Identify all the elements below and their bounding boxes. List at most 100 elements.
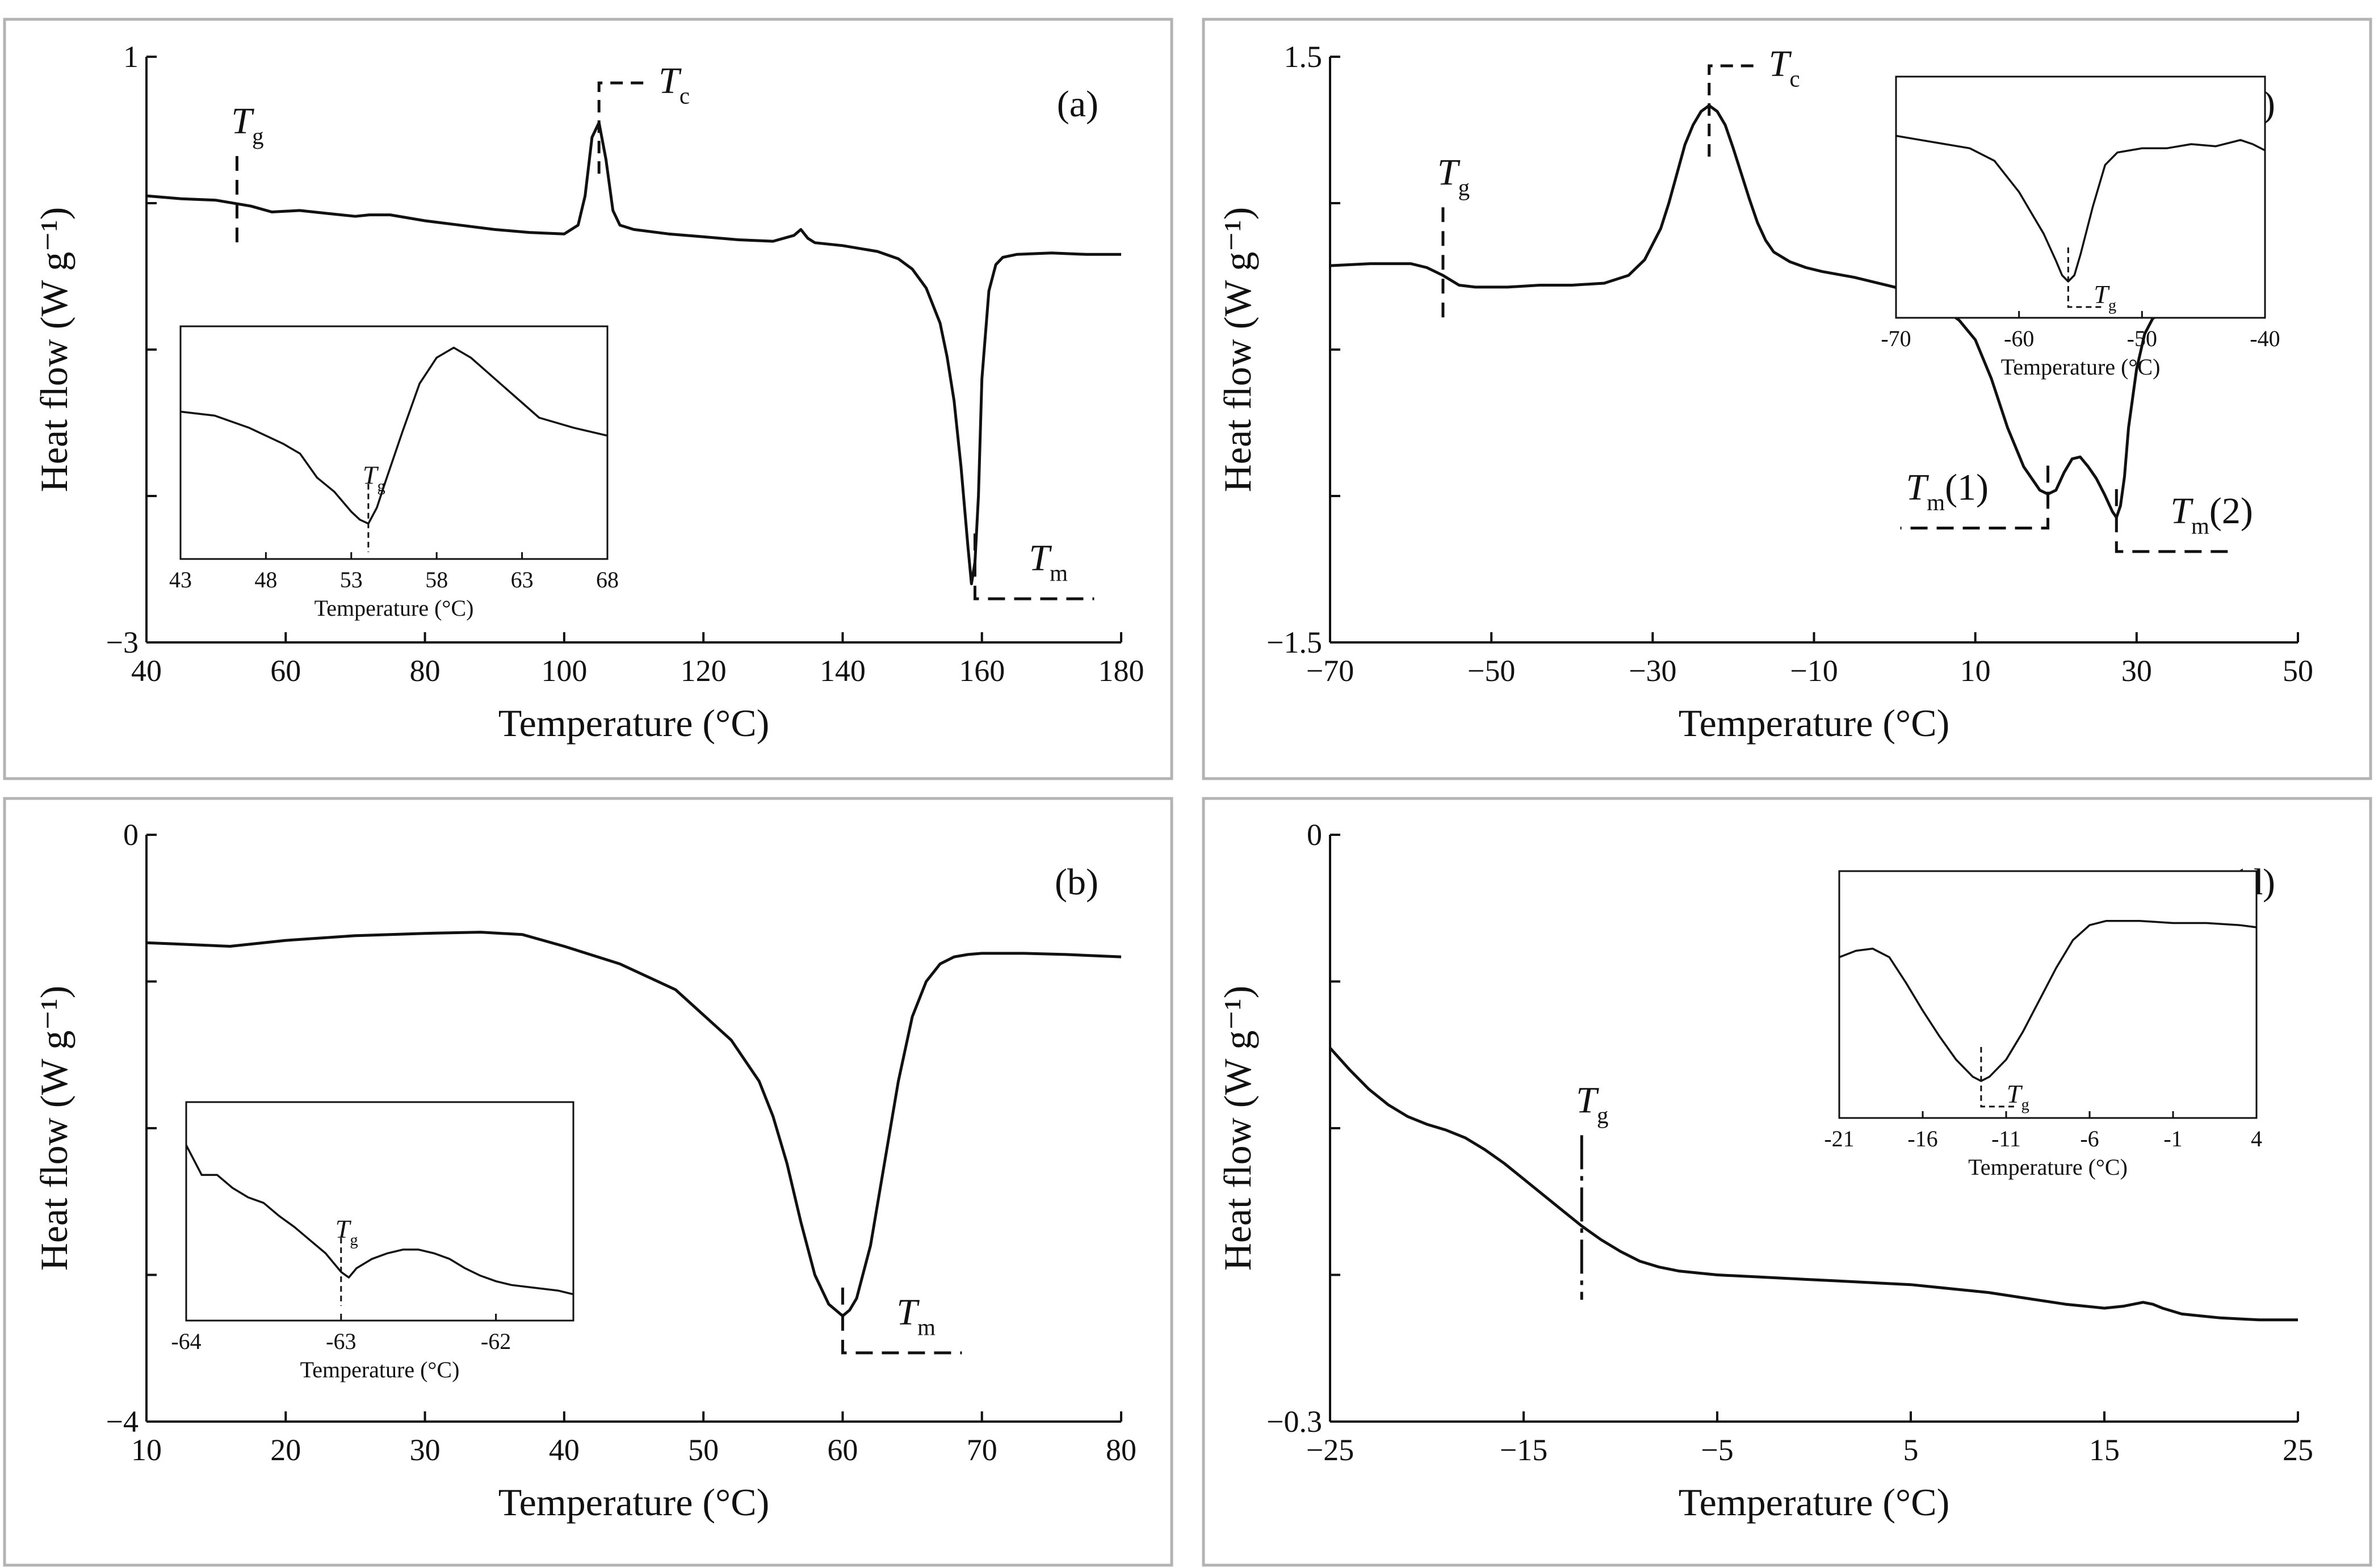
inset: -21 -16 -11 -6 -1 4 Temperature (°C) Tg: [1824, 870, 2262, 1180]
tm-marker-line: [1900, 465, 2050, 530]
inset-annotation-tg: Tg: [335, 1214, 358, 1306]
inset-frame: [185, 1101, 574, 1322]
heat-flow-curve: [146, 121, 1121, 586]
y-tick-label: 0: [1307, 818, 1322, 852]
x-tick-label: 100: [541, 654, 587, 688]
inset-x-tick-label: 53: [340, 567, 363, 592]
inset-x-tick-label: 43: [169, 567, 192, 592]
inset-x-tick-label: 4: [2251, 1126, 2262, 1151]
y-tick-label: 0: [123, 818, 139, 852]
x-tick-label: 10: [131, 1433, 162, 1467]
inset-x-axis-label: Temperature (°C): [314, 595, 474, 621]
panel-frame: [3, 797, 1173, 1567]
tm-marker-line: [841, 1287, 962, 1355]
y-tick-label: −1.5: [1266, 625, 1322, 659]
inset-x-tick-label: -63: [326, 1329, 356, 1354]
x-tick-label: 80: [410, 654, 441, 688]
inset-x-tick-label: -50: [2127, 326, 2157, 351]
y-axis-label: Heat flow (W g⁻¹): [1216, 207, 1259, 493]
x-tick-label: 30: [410, 1433, 441, 1467]
x-tick-label: 10: [1960, 654, 1991, 688]
y-tick-label: −3: [106, 625, 139, 659]
tc-marker-line: [597, 81, 651, 174]
x-tick-label: −30: [1629, 654, 1676, 688]
x-tick-label: 40: [549, 1433, 580, 1467]
x-tick-label: −15: [1500, 1433, 1547, 1467]
x-axis-label: Temperature (°C): [498, 1481, 769, 1524]
x-tick-label: −70: [1306, 654, 1354, 688]
panel-frame: [1202, 797, 2372, 1567]
inset-annotation-tg: Tg: [363, 461, 385, 552]
inset-tg-marker-line: [1980, 1046, 2015, 1108]
inset-curve: [1895, 134, 2266, 283]
panel-frame: [3, 18, 1173, 780]
annotation-tm: Tm: [973, 533, 1094, 600]
tg-label: Tg: [1576, 1079, 1608, 1128]
x-tick-label: −25: [1306, 1433, 1354, 1467]
panel-frame: [1202, 18, 2372, 780]
x-tick-label: 25: [2283, 1433, 2313, 1467]
inset-curve: [180, 346, 608, 525]
panel-d: −25 −15 −5 5 15 25 0 −0.3 Temperature (°C) Heat f…: [1202, 797, 2372, 1567]
tc-marker-line: [1708, 64, 1760, 157]
inset-x-axis-label: Temperature (°C): [300, 1357, 460, 1382]
inset-x-tick-label: -1: [2163, 1126, 2182, 1151]
x-axis-label: Temperature (°C): [498, 701, 769, 745]
annotation-tc: Tc: [597, 60, 690, 174]
y-tick-label: −0.3: [1266, 1405, 1322, 1439]
annotation-tc: Tc: [1708, 43, 1800, 157]
inset-curve: [1839, 919, 2257, 1082]
inset-x-tick-label: 63: [511, 567, 534, 592]
inset-tg-label: Tg: [2094, 280, 2116, 314]
tc-label: Tc: [1769, 43, 1800, 91]
inset-x-tick-label: 68: [596, 567, 619, 592]
inset-tg-marker-line: [2067, 247, 2103, 308]
x-tick-label: −50: [1467, 654, 1515, 688]
inset-tg-label: Tg: [335, 1214, 358, 1249]
tg-label: Tg: [1437, 152, 1470, 200]
heat-flow-curve: [1329, 1047, 2298, 1322]
inset-tg-label: Tg: [2007, 1079, 2029, 1114]
panel-label: (b): [1055, 861, 1098, 903]
inset-x-tick-label: 58: [425, 567, 448, 592]
y-axis-label: Heat flow (W g⁻¹): [32, 986, 76, 1271]
heat-flow-curve: [146, 931, 1122, 1318]
inset: -70 -60 -50 -40 Temperature (°C) Tg: [1881, 75, 2280, 380]
annotation-tg: Tg: [231, 100, 264, 250]
panel-c: −70 −50 −30 −10 10 30 50 1.5 −1.5 Temperature (°C…: [1202, 18, 2372, 780]
annotation-tm1: Tm(1): [1900, 465, 2050, 530]
x-tick-label: 50: [688, 1433, 719, 1467]
inset-annotation-tg: Tg: [1980, 1046, 2029, 1114]
annotation-tg: Tg: [1437, 152, 1470, 321]
x-tick-label: 20: [270, 1433, 301, 1467]
annotation-tg: Tg: [1576, 1079, 1608, 1300]
tc-label: Tc: [658, 60, 690, 108]
x-tick-label: 70: [967, 1433, 997, 1467]
x-tick-label: 180: [1098, 654, 1144, 688]
tm-label: Tm: [896, 1292, 936, 1340]
inset-x-tick-label: -6: [2080, 1126, 2099, 1151]
inset-x-tick-label: -16: [1907, 1126, 1937, 1151]
y-tick-label: −4: [106, 1405, 139, 1439]
panel-b: 10 20 30 40 50 60 70 80 0 −4 Temperature (°C) Heat …: [3, 797, 1173, 1567]
panel-label: (a): [1057, 83, 1098, 125]
tg-label: Tg: [231, 100, 263, 149]
x-tick-label: 30: [2121, 654, 2152, 688]
inset-frame: [179, 325, 609, 560]
panel-a: 40 60 80 100 120 140 160 180 1 −3 Temperature (°C)…: [3, 18, 1173, 780]
x-tick-label: 60: [270, 654, 301, 688]
inset-x-tick-label: -70: [1881, 326, 1911, 351]
x-axis-label: Temperature (°C): [1679, 1481, 1949, 1524]
inset-x-tick-label: 48: [254, 567, 277, 592]
inset-x-tick-label: -62: [481, 1329, 511, 1354]
tm-label: Tm(2): [2170, 490, 2253, 539]
inset-x-axis-label: Temperature (°C): [2001, 354, 2161, 380]
x-tick-label: −5: [1701, 1433, 1733, 1467]
inset-x-tick-label: -40: [2250, 326, 2280, 351]
x-tick-label: 5: [1903, 1433, 1919, 1467]
inset-annotation-tg: Tg: [2067, 247, 2116, 314]
x-tick-label: 60: [827, 1433, 858, 1467]
inset-x-tick-label: -64: [171, 1329, 201, 1354]
inset-curve: [185, 1145, 574, 1296]
